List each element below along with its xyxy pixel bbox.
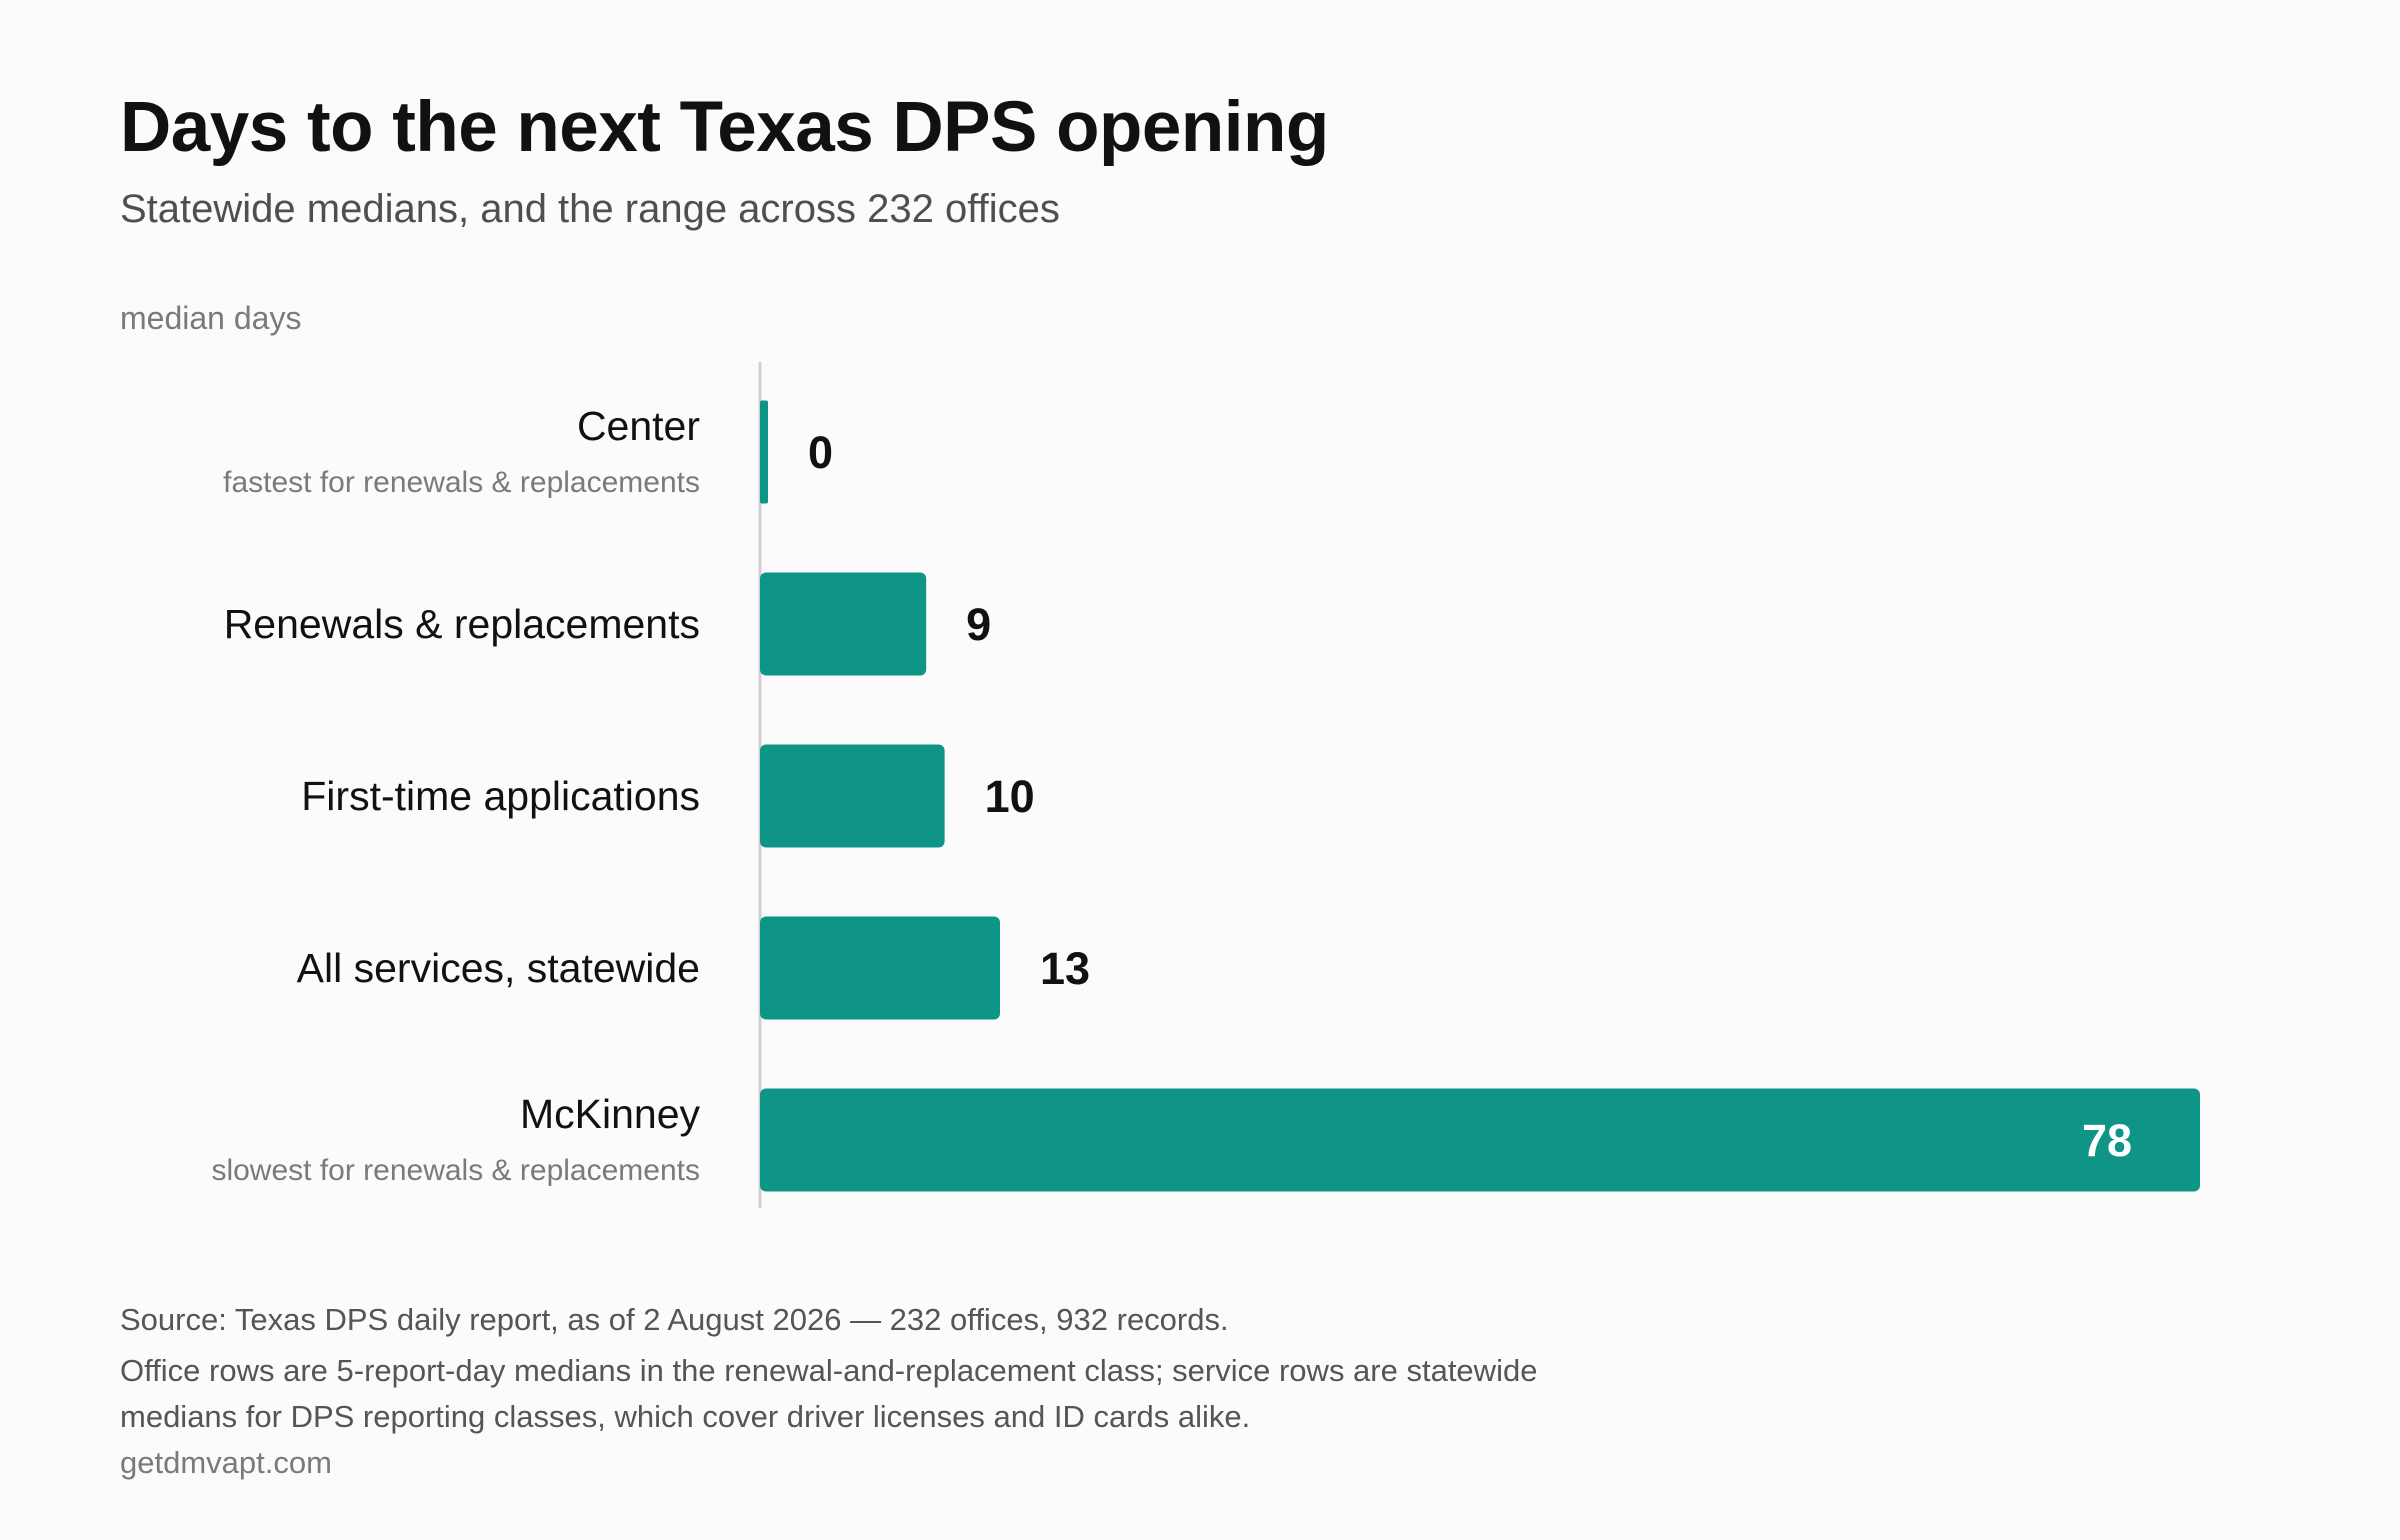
- chart-title: Days to the next Texas DPS opening: [120, 88, 1329, 167]
- category-label: All services, statewide: [297, 945, 700, 991]
- value-label: 0: [808, 427, 833, 478]
- category-label: Renewals & replacements: [224, 601, 700, 647]
- bar: [760, 916, 1000, 1020]
- method-note-line-2: medians for DPS reporting classes, which…: [120, 1399, 1251, 1434]
- category-note: fastest for renewals & replacements: [223, 466, 700, 499]
- bar: [760, 572, 927, 676]
- bar: [760, 400, 768, 504]
- value-label: 13: [1040, 943, 1090, 994]
- bar-chart: Center fastest for renewals & replacement…: [211, 362, 2200, 1208]
- method-note-line-1: Office rows are 5-report-day medians in …: [120, 1353, 1538, 1388]
- site-credit: getdmvapt.com: [120, 1445, 332, 1480]
- chart-subtitle: Statewide medians, and the range across …: [120, 187, 1060, 231]
- value-label: 10: [985, 771, 1035, 822]
- value-label: 9: [966, 599, 991, 650]
- source-note: Source: Texas DPS daily report, as of 2 …: [120, 1302, 1229, 1337]
- bar: [760, 1088, 2200, 1192]
- category-label: First-time applications: [301, 773, 700, 819]
- value-axis-label: median days: [120, 300, 302, 336]
- bar: [760, 744, 945, 848]
- category-note: slowest for renewals & replacements: [211, 1154, 700, 1187]
- category-label: Center: [577, 403, 700, 449]
- value-label: 78: [2082, 1115, 2132, 1166]
- category-label: McKinney: [520, 1091, 701, 1137]
